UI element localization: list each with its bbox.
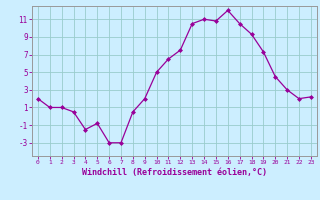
X-axis label: Windchill (Refroidissement éolien,°C): Windchill (Refroidissement éolien,°C) [82,168,267,177]
